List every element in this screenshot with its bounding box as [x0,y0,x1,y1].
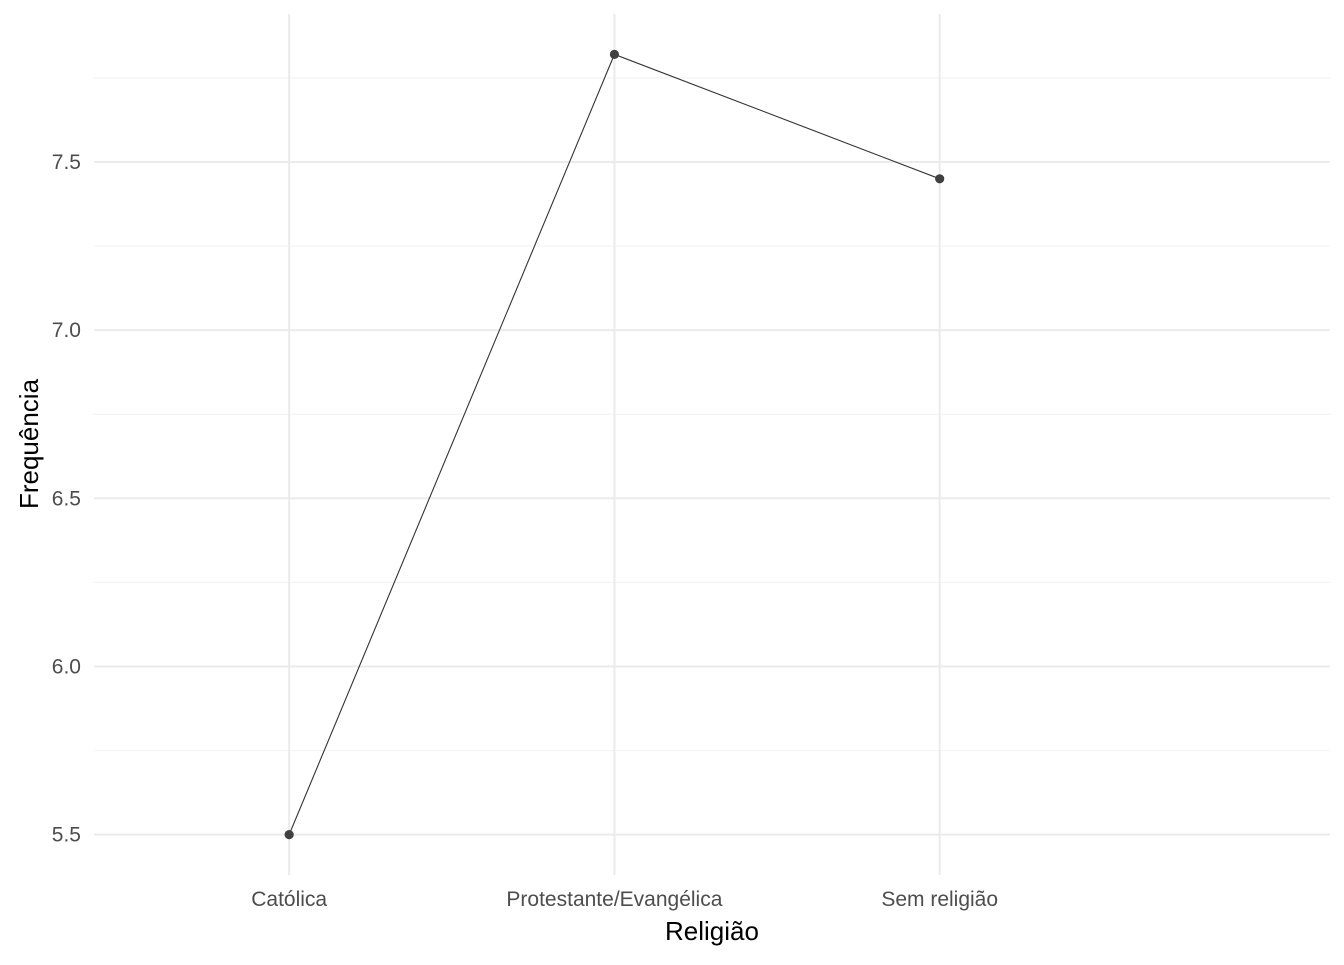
x-tick-label: Protestante/Evangélica [506,888,722,911]
x-axis-ticks: Católica Protestante/Evangélica Sem religi… [251,888,998,911]
x-tick-label: Sem religião [881,888,998,911]
data-point [284,830,294,840]
y-axis-ticks: 5.5 6.0 6.5 7.0 7.5 [52,151,81,847]
x-axis-title: Religião [665,916,759,946]
grid-lines [94,14,1330,875]
data-point [609,49,620,59]
data-series [284,49,945,840]
data-point [935,174,945,184]
y-tick-label: 7.0 [52,319,81,342]
y-tick-label: 6.0 [52,655,81,678]
y-tick-label: 7.5 [52,151,81,174]
y-tick-label: 6.5 [52,487,81,510]
y-axis-title: Frequência [14,378,44,509]
x-tick-label: Católica [251,888,327,911]
y-tick-label: 5.5 [52,824,81,847]
